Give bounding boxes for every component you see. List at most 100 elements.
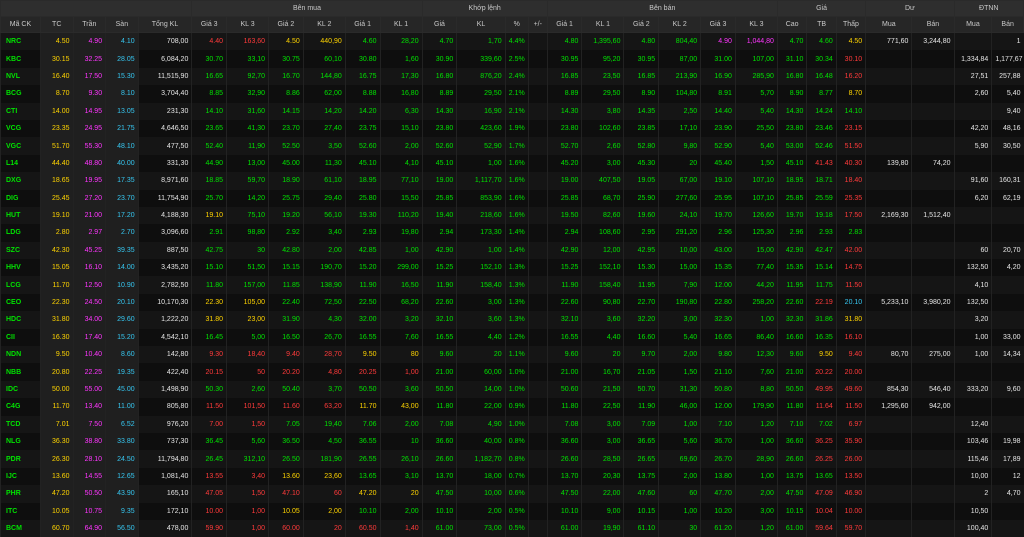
stock-symbol[interactable]: LDG (0, 224, 41, 242)
column-header[interactable]: Tổng KL (137, 16, 193, 33)
table-row[interactable]: IJC 13.60 14.55 12.65 1,081,40 13.55 3,40 13.60… (0, 467, 1024, 486)
column-header[interactable]: +/- (527, 16, 548, 33)
table-row[interactable]: PHR 47.20 50.50 43.90 165,10 47.05 1,50 47.10 60… (0, 485, 1024, 503)
column-header[interactable]: Giá 1 (546, 16, 583, 33)
cell: 805,80 (137, 398, 192, 416)
column-header[interactable]: Cao (776, 16, 808, 33)
table-row[interactable]: NRC 4.50 4.90 4.10 708,00 4.40 163,60 4.50 440,9… (0, 32, 1024, 51)
column-header[interactable]: Giá 1 (344, 16, 381, 33)
stock-symbol[interactable]: IDC (0, 380, 41, 399)
table-row[interactable]: NLG 36.30 38.80 33.80 737,30 36.45 5,60 36.50 4,… (0, 432, 1024, 451)
column-header[interactable]: Giá 3 (191, 16, 228, 33)
table-row[interactable]: CEO 22.30 24.50 20.10 10,170,30 22.30 105,00 22… (0, 293, 1024, 312)
stock-symbol[interactable]: KBC (0, 50, 41, 68)
cell: 14.00 (105, 259, 139, 277)
stock-symbol[interactable]: SZC (0, 241, 41, 260)
cell: 1.6% (504, 206, 529, 225)
column-header[interactable]: Bán (911, 16, 955, 33)
cell: 3,00 (581, 154, 624, 173)
table-row[interactable]: LCG 11.70 12.50 10.90 2,782,50 11.80 157,00 11.… (0, 276, 1024, 294)
column-header[interactable]: Thấp (835, 16, 867, 33)
stock-symbol[interactable]: NLG (0, 432, 41, 451)
cell: 26.60 (776, 450, 807, 468)
column-header[interactable]: Trần (72, 16, 107, 33)
column-header[interactable]: KL 3 (226, 16, 270, 33)
table-row[interactable]: TCD 7.01 7.50 6.52 976,20 7.00 1,50 7.05 19,40 7.… (0, 415, 1024, 433)
column-header[interactable]: TB (806, 16, 837, 33)
column-header[interactable]: Bán (991, 16, 1024, 33)
stock-symbol[interactable]: PHR (0, 485, 41, 503)
column-header[interactable]: KL 1 (581, 16, 625, 33)
stock-symbol[interactable]: DIG (0, 189, 41, 207)
table-row[interactable]: PDR 26.30 28.10 24.50 11,794,80 26.45 312,10 26… (0, 450, 1024, 468)
stock-symbol[interactable]: DXG (0, 172, 41, 190)
table-row[interactable]: NVL 16.40 17.50 15.30 11,515,90 16.65 92,70 16.… (0, 67, 1024, 86)
cell: 23.80 (776, 119, 807, 138)
table-row[interactable]: ITC 10.05 10.75 9.35 172,10 10.00 1,00 10.05 2,0… (0, 502, 1024, 520)
cell: 40,00 (456, 432, 506, 451)
stock-symbol[interactable]: ITC (0, 502, 41, 520)
stock-symbol[interactable]: CTI (0, 102, 41, 120)
table-row[interactable]: IDC 50.00 55.00 45.00 1,498,90 50.30 2,60 50.40… (0, 380, 1024, 399)
table-row[interactable]: VCG 23.35 24.95 21.75 4,646,50 23.65 41,30 23.7… (0, 119, 1024, 138)
table-row[interactable]: DXG 18.65 19.95 17.35 8,971,60 18.85 59,70 18.9… (0, 172, 1024, 190)
stock-symbol[interactable]: C4G (0, 398, 41, 416)
table-row[interactable]: NDN 9.50 10.40 8.60 142,80 9.30 18,40 9.40 28,70… (0, 346, 1024, 364)
table-row[interactable]: NBB 20.80 22.25 19.35 422,40 20.15 50 20.20 4,80… (0, 363, 1024, 381)
column-header[interactable]: KL 2 (302, 16, 346, 33)
column-header[interactable]: Giá (421, 16, 458, 33)
table-row[interactable]: SZC 42.30 45.25 39.35 887,50 42.75 30 42.80 2,00… (0, 241, 1024, 260)
column-header[interactable]: KL 3 (734, 16, 778, 33)
column-header[interactable]: Sàn (105, 16, 139, 33)
stock-symbol[interactable]: PDR (0, 450, 41, 468)
stock-symbol[interactable]: BCM (0, 519, 41, 537)
table-row[interactable]: DIG 25.45 27.20 23.70 11,754,90 25.70 14,20 25.… (0, 189, 1024, 207)
stock-symbol[interactable]: NBB (0, 363, 41, 381)
cell: 33.80 (105, 432, 139, 451)
column-header[interactable]: KL (456, 16, 506, 33)
column-header[interactable]: % (504, 16, 529, 33)
stock-symbol[interactable]: IJC (0, 467, 41, 486)
table-row[interactable]: CII 16.30 17.40 15.20 4,542,10 16.45 5,00 16.50… (0, 328, 1024, 347)
cell: 42.47 (806, 241, 837, 260)
column-header[interactable]: Giá 2 (623, 16, 660, 33)
column-header[interactable]: KL 2 (658, 16, 702, 33)
column-header[interactable]: Mã CK (0, 16, 41, 33)
table-row[interactable]: C4G 11.70 13.40 11.00 805,80 11.50 101,50 11.60… (0, 398, 1024, 416)
column-header[interactable]: Mua (865, 16, 913, 33)
cell: 60.70 (39, 519, 74, 537)
table-row[interactable]: VGC 51.70 55.30 48.10 477,50 52.40 11,90 52.50 3… (0, 137, 1024, 155)
table-row[interactable]: HHV 15.05 16.10 14.00 3,435,20 15.10 51,50 15.1… (0, 259, 1024, 277)
table-row[interactable]: KBC 30.15 32.25 28.05 6,084,20 30.70 33,10 30.7… (0, 50, 1024, 68)
table-row[interactable]: L14 44.40 48.80 40.00 331,30 44.90 13,00 45.00 1… (0, 154, 1024, 173)
cell (991, 311, 1024, 329)
stock-symbol[interactable]: NDN (0, 346, 41, 364)
column-header[interactable]: TC (39, 16, 74, 33)
stock-symbol[interactable]: TCD (0, 415, 41, 433)
table-row[interactable]: BCM 60.70 64.90 56.50 478,00 59.90 1,00 60.00 20… (0, 519, 1024, 537)
stock-symbol[interactable]: VGC (0, 137, 41, 155)
column-header[interactable]: Giá 2 (268, 16, 304, 33)
table-row[interactable]: BCG 8.70 9.30 8.10 3,704,40 8.85 32,90 8.86 62,0… (0, 85, 1024, 103)
stock-symbol[interactable]: VCG (0, 119, 41, 138)
stock-symbol[interactable]: L14 (0, 154, 41, 173)
stock-symbol[interactable]: BCG (0, 85, 41, 103)
cell (527, 241, 548, 260)
cell: 74,20 (911, 154, 954, 173)
stock-symbol[interactable]: HDC (0, 311, 41, 329)
table-row[interactable]: HUT 19.10 21.00 17.20 4,188,30 19.10 75,10 19.2… (0, 206, 1024, 225)
stock-symbol[interactable]: HUT (0, 206, 41, 225)
table-row[interactable]: CTI 14.00 14.95 13.05 231,30 14.10 31,60 14.15 1… (0, 102, 1024, 120)
stock-symbol[interactable]: CEO (0, 293, 41, 312)
stock-symbol[interactable]: HHV (0, 259, 41, 277)
column-header[interactable]: Mua (953, 16, 993, 33)
stock-symbol[interactable]: LCG (0, 276, 41, 294)
table-row[interactable]: HDC 31.80 34.00 29.60 1,222,20 31.80 23,00 31.9… (0, 311, 1024, 329)
stock-symbol[interactable]: NRC (0, 32, 41, 51)
table-row[interactable]: LDG 2.80 2.97 2.70 3,096,60 2.91 98,80 2.92 3,40… (0, 224, 1024, 242)
stock-symbol[interactable]: NVL (0, 67, 41, 86)
column-header[interactable]: Giá 3 (700, 16, 736, 33)
stock-symbol[interactable]: CII (0, 328, 41, 347)
cell (911, 415, 954, 433)
column-header[interactable]: KL 1 (379, 16, 423, 33)
